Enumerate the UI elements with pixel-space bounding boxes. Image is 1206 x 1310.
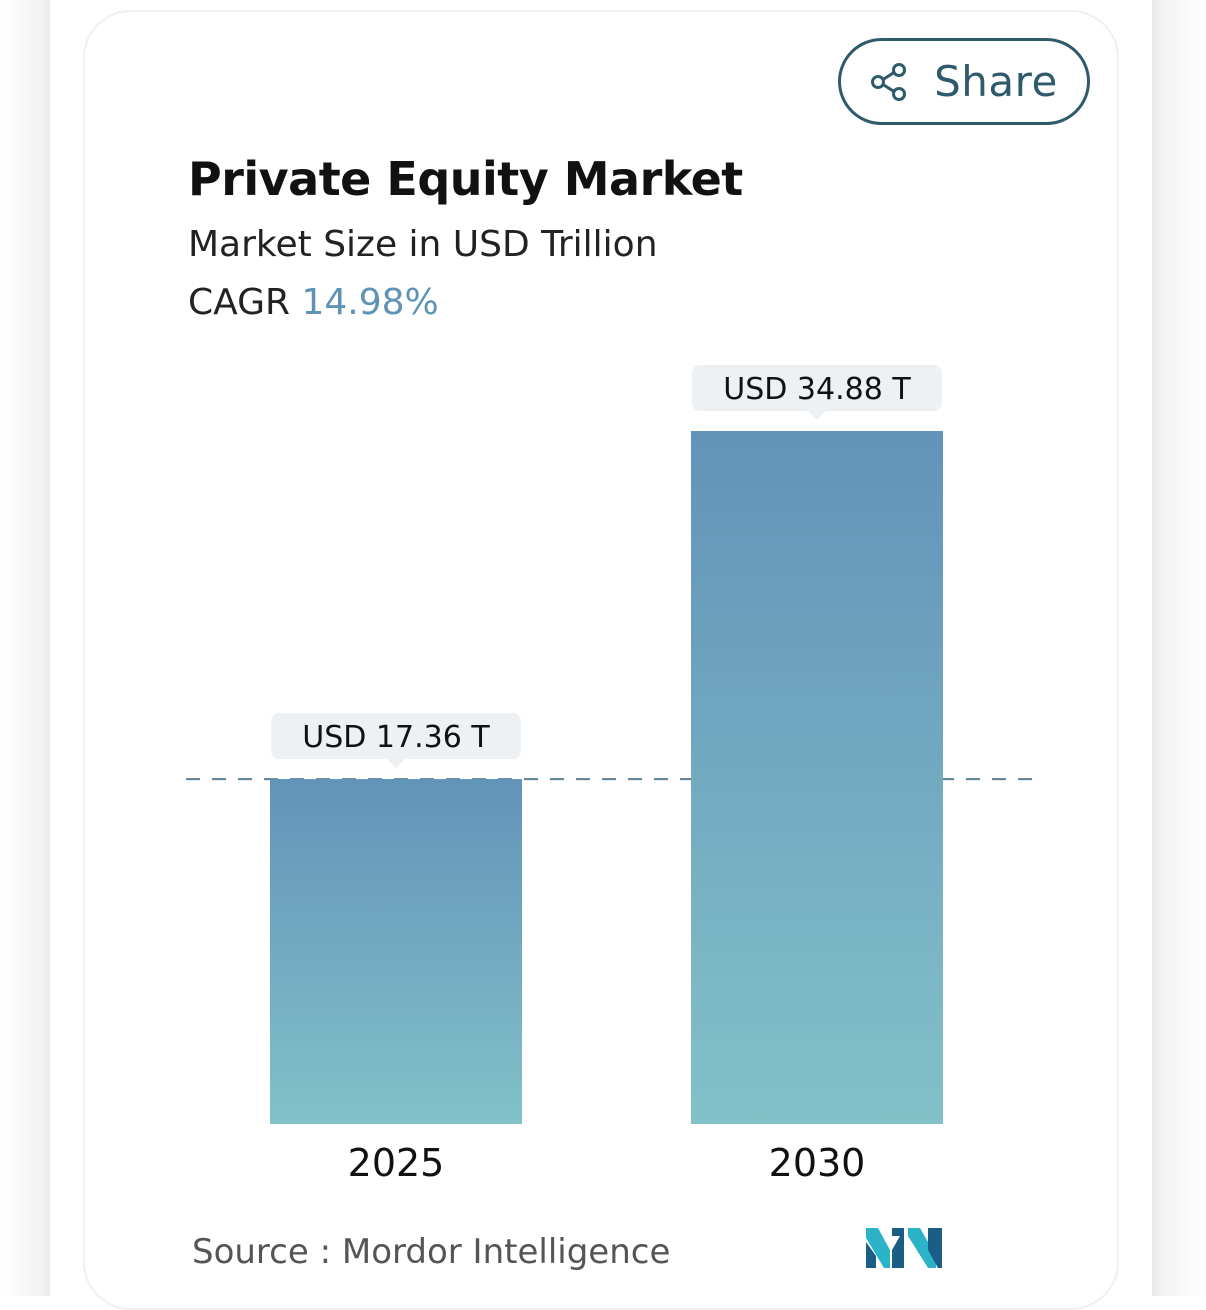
mordor-intelligence-logo [866, 1228, 942, 1268]
page-edge-right [1152, 0, 1206, 1296]
share-button[interactable]: Share [838, 38, 1090, 125]
data-label-box-2030 [692, 365, 942, 411]
data-label-pointer-2030 [808, 411, 826, 420]
chart-card [83, 10, 1119, 1310]
bar-2025 [270, 779, 522, 1124]
x-tick-label-2030: 2030 [769, 1141, 866, 1185]
x-tick-label-2025: 2025 [348, 1141, 445, 1185]
source-text: Source : Mordor Intelligence [192, 1232, 670, 1272]
source-label: Source : [192, 1232, 332, 1272]
cagr-label: CAGR [188, 282, 291, 323]
source-value: Mordor Intelligence [341, 1232, 671, 1272]
cagr-value: 14.98% [301, 282, 439, 323]
chart-title: Private Equity Market [188, 152, 743, 206]
chart-subtitle: Market Size in USD Trillion [188, 224, 658, 265]
page-edge-left [0, 0, 50, 1296]
share-icon [871, 62, 907, 101]
share-label: Share [934, 57, 1058, 106]
data-label-pointer-2025 [387, 759, 405, 769]
data-label-box-2025 [271, 713, 521, 760]
cagr-line: CAGR 14.98% [188, 282, 439, 323]
data-label-2030: USD 34.88 T [723, 372, 911, 407]
bar-2030 [691, 431, 943, 1124]
data-label-2025: USD 17.36 T [302, 720, 490, 755]
